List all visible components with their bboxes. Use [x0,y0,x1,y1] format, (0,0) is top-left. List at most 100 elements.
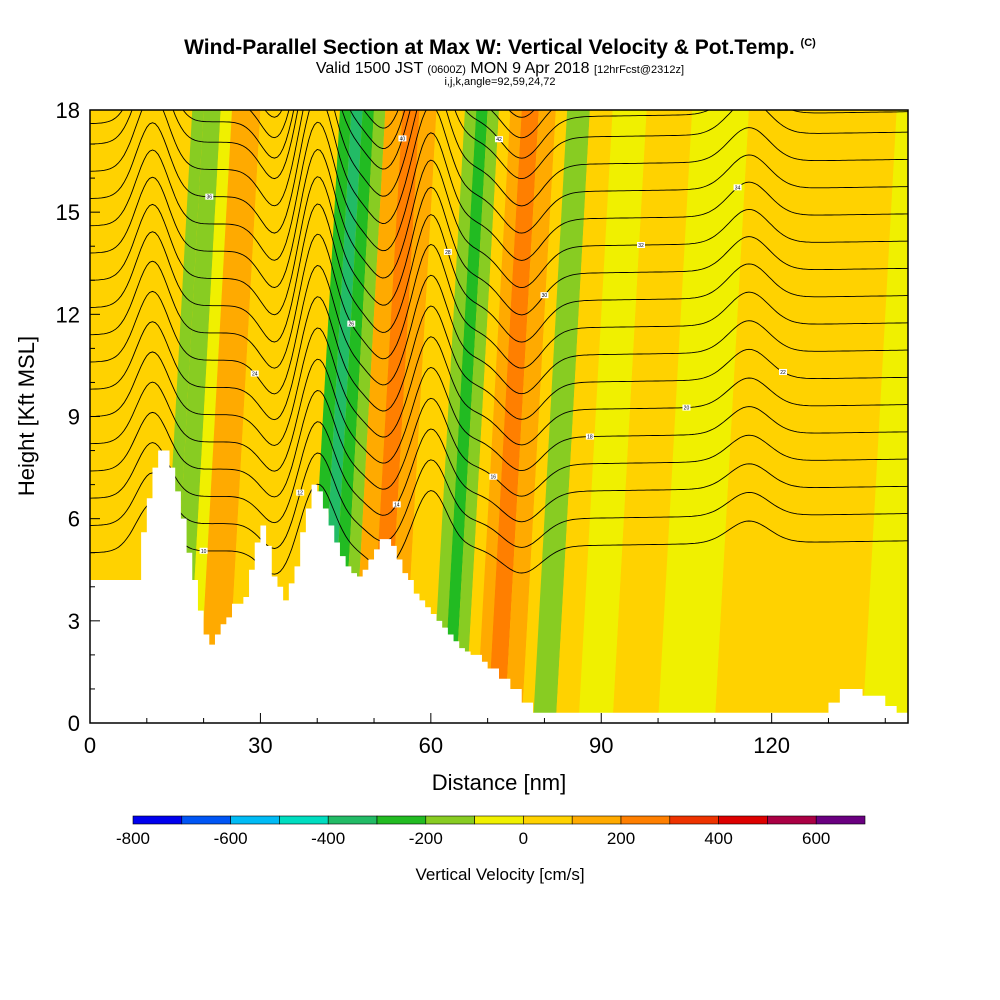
terrain-fill [90,450,908,723]
colorbar-swatch [376,815,427,825]
theta-contour [90,233,908,369]
x-tick-label: 30 [248,733,272,758]
velocity-band [226,110,284,723]
contour-label: 12 [297,491,303,497]
contour-label: 22 [780,370,786,376]
x-tick-label: 0 [84,733,96,758]
velocity-band [107,110,176,723]
terrain-mask [90,450,908,723]
colorbar-tick-label: 200 [607,829,635,848]
copyright-tag: (C) [800,37,816,49]
x-axis-label: Distance [nm] [432,770,567,795]
x-tick-label: 90 [589,733,613,758]
velocity-band [339,110,386,723]
chart-title-text: Wind-Parallel Section at Max W: Vertical… [184,36,795,59]
colorbar-swatch [425,815,475,825]
velocity-band [464,110,511,723]
theta-contour [90,421,908,524]
contour-label-bg [250,370,259,377]
colorbar-tick-label: -600 [214,829,248,848]
contour-label: 42 [496,137,502,143]
colorbar-swatch [620,815,671,825]
theta-contour [90,358,908,472]
contour-label-bg [495,136,503,143]
potential-temperature-contours: 10 12 14 16 18 20 22 24 26 28 30 32 34 36 40 42 [90,110,908,575]
contour-label: 24 [252,372,258,378]
theta-contour [90,110,908,180]
contour-label-bg [779,368,788,375]
colorbar-swatch [815,815,866,825]
velocity-band [197,110,261,723]
contour-label-bg [296,489,305,496]
valid-date: MON 9 Apr 2018 [470,60,590,77]
y-tick-label: 12 [56,302,80,327]
theta-contour [90,176,908,316]
x-tick-label: 120 [753,733,790,758]
velocity-band [828,110,897,723]
vertical-velocity-shading [90,110,908,723]
colorbar: -800 -600 -400 -200 0 200 400 600 [116,815,866,848]
colorbar-tick-label: -800 [116,829,150,848]
contour-label: 34 [735,185,741,191]
velocity-band [555,110,613,723]
contour-label: 16 [491,475,497,481]
theta-contour [90,110,908,207]
colorbar-swatch [669,815,719,825]
colorbar-tick-label: 0 [519,829,528,848]
contour-label-bg [682,404,691,411]
grid-indices: i,j,k,angle=92,59,24,72 [444,76,556,88]
colorbar-swatch [181,815,231,825]
contour-label-bg [347,320,356,327]
velocity-band [862,110,908,723]
colorbar-swatch [474,815,524,825]
y-axis: 0 3 6 9 12 15 18 [56,98,100,736]
colorbar-title: Vertical Velocity [cm/s] [415,865,584,884]
y-axis-label: Height [Kft MSL] [14,336,39,496]
colorbar-swatch [523,815,573,825]
theta-contour [90,265,908,395]
colorbar-swatch [767,815,817,825]
velocity-band [714,110,784,723]
forecast-tag: [12hrFcst@2312z] [594,64,685,76]
contour-label: 14 [394,502,400,508]
colorbar-swatch [230,815,280,825]
velocity-band [402,110,465,723]
velocity-band [90,110,142,723]
contour-label-bg [585,433,594,440]
velocity-band [533,110,590,723]
colorbar-tick-label: -200 [409,829,443,848]
velocity-band [612,110,693,723]
x-axis: 0 30 60 90 120 [84,713,886,758]
contour-label: 30 [542,293,548,299]
colorbar-tick-label: 400 [704,829,732,848]
x-tick-label: 60 [419,733,443,758]
chart-title: Wind-Parallel Section at Max W: Vertical… [0,36,1000,60]
velocity-band [578,110,647,723]
contour-label-bg [637,242,646,249]
contour-label: 40 [400,136,406,142]
colorbar-swatch [132,815,183,825]
velocity-band [521,110,568,723]
y-tick-label: 0 [68,711,80,736]
y-tick-label: 6 [68,507,80,532]
contour-label-bg [733,184,742,191]
theta-contour [90,148,908,289]
valid-zulu: (0600Z) [427,64,466,76]
velocity-band [430,110,477,723]
y-tick-label: 3 [68,609,80,634]
velocity-band [453,110,499,723]
y-tick-label: 15 [56,200,80,225]
contour-label-bg [398,135,407,142]
contour-label: 32 [638,243,644,249]
velocity-band [186,110,233,723]
colorbar-swatch [279,815,329,825]
contour-label-bg [199,547,208,554]
theta-contour [90,483,908,575]
contour-label-bg [205,193,214,200]
y-tick-label: 18 [56,98,80,123]
theta-contour [90,327,908,446]
contour-label-bg [489,473,498,480]
y-tick-label: 9 [68,405,80,430]
velocity-band [476,110,522,723]
